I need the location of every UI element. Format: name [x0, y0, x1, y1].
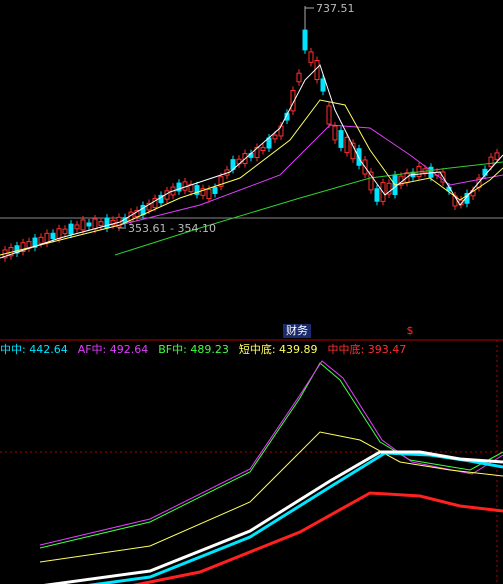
candle-body: [344, 136, 350, 154]
candle-body: [386, 182, 392, 195]
candle-body: [182, 181, 188, 191]
candle-body: [80, 219, 86, 231]
candle-body: [488, 156, 494, 167]
ma-line: [0, 64, 503, 259]
candle-body: [296, 72, 302, 83]
finance-marker[interactable]: 财务: [286, 323, 308, 337]
candle-body: [218, 176, 224, 187]
candle-body: [272, 134, 278, 140]
candle-body: [68, 223, 74, 235]
candle-body: [320, 78, 326, 92]
candle-body: [38, 236, 44, 244]
legend-item: 短中底: 439.89: [239, 342, 318, 356]
candle-body: [338, 130, 344, 148]
legend-item: 中中底: 393.47: [328, 342, 407, 356]
candle-body: [332, 125, 338, 141]
candle-body: [86, 222, 92, 227]
candle-body: [368, 171, 374, 191]
legend-item: AF中: 492.64: [78, 343, 149, 356]
candle-body: [92, 218, 98, 230]
candle-body: [308, 51, 314, 63]
candle-body: [284, 112, 290, 121]
candle-body: [62, 228, 68, 235]
ma-line: [114, 161, 503, 256]
candle-body: [302, 29, 308, 51]
candle-body: [200, 188, 206, 196]
candle-body: [188, 183, 194, 193]
candle-body: [194, 185, 200, 195]
candle-body: [50, 232, 56, 239]
legend-item: 中中: 442.64: [0, 343, 68, 356]
candle-body: [146, 202, 152, 211]
candle-body: [98, 221, 104, 226]
candle-body: [212, 187, 218, 194]
indicator-line: [39, 362, 503, 549]
candle-body: [20, 242, 26, 253]
finance-badge[interactable]: [283, 324, 311, 338]
legend-item: BF中: 489.23: [158, 343, 229, 356]
candle-body: [14, 245, 20, 254]
indicator-line: [39, 431, 503, 563]
ma-line: [99, 124, 503, 231]
candle-body: [374, 188, 380, 202]
candle-body: [278, 125, 284, 137]
indicator-line: [132, 491, 503, 584]
candle-body: [74, 224, 80, 230]
low-label: 353.61 - 354.10: [128, 222, 216, 235]
legend: 中中: 442.64 AF中: 492.64 BF中: 489.23 短中底: 439…: [0, 342, 406, 356]
high-label: 737.51: [316, 2, 355, 15]
candle-body: [494, 152, 500, 160]
candle-body: [260, 146, 266, 152]
candle-body: [254, 147, 260, 158]
dollar-marker[interactable]: $: [407, 324, 414, 337]
candle-body: [56, 228, 62, 239]
candle-body: [206, 188, 212, 200]
candle-body: [110, 219, 116, 226]
candle-body: [32, 237, 38, 248]
candle-body: [104, 217, 110, 229]
candle-body: [290, 89, 296, 112]
candle-body: [152, 198, 158, 208]
candle-body: [176, 182, 182, 192]
indicator-line: [43, 450, 503, 584]
candle-body: [326, 105, 332, 125]
